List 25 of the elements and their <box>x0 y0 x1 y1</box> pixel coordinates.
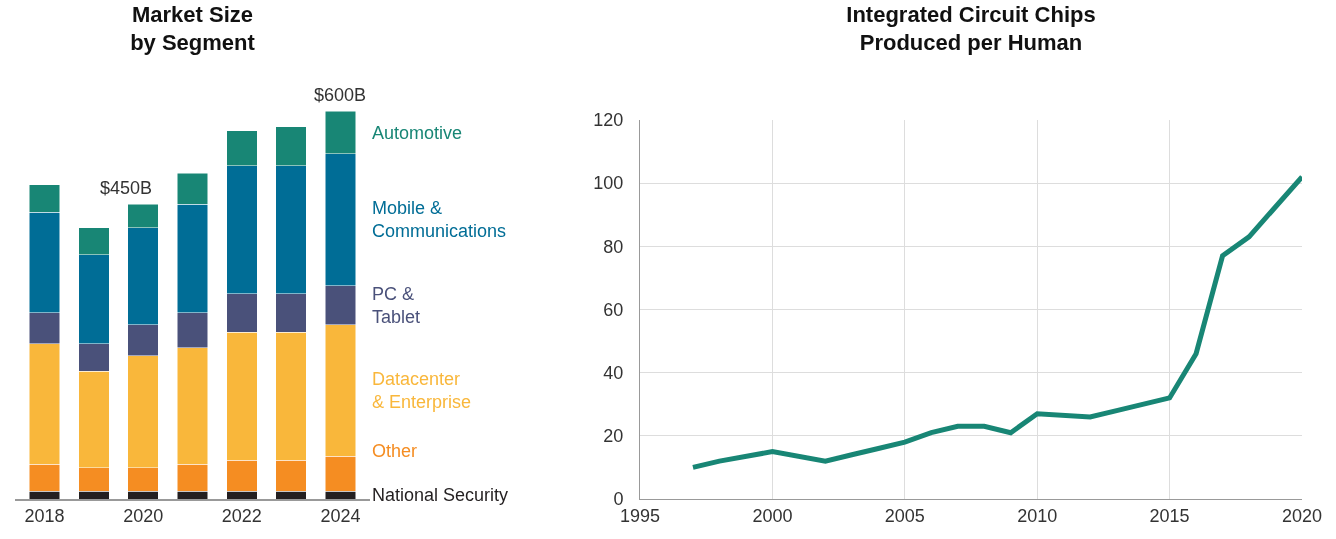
x-tick-label: 2015 <box>1149 505 1190 526</box>
series-label: Datacenter & Enterprise <box>372 369 472 413</box>
annotation: $600B <box>314 85 367 105</box>
x-tick-label: 2010 <box>1017 505 1058 526</box>
series-label: Other <box>372 441 418 461</box>
x-tick-label: 2020 <box>1281 505 1323 526</box>
x-tick-label: 2024 <box>320 506 361 527</box>
series-label: Mobile & Communications <box>372 198 507 242</box>
y-tick-label: 20 <box>603 426 624 447</box>
y-tick-label: 40 <box>603 362 624 383</box>
y-tick-label: 80 <box>603 236 624 257</box>
x-tick-label: 2000 <box>752 505 793 526</box>
x-tick-label: 2005 <box>884 505 925 526</box>
x-tick-label: 2018 <box>24 506 65 527</box>
series-label: Automotive <box>372 123 463 143</box>
y-tick-label: 120 <box>593 110 624 131</box>
annotation: $450B <box>100 178 153 198</box>
y-tick-label: 60 <box>603 299 624 320</box>
x-tick-label: 2022 <box>221 506 262 527</box>
series-label: PC & Tablet <box>372 284 421 328</box>
chart-title: Market Size by Segment <box>130 1 256 56</box>
x-tick-label: 2020 <box>123 506 164 527</box>
y-tick-label: 100 <box>593 173 624 194</box>
chart-title: Integrated Circuit Chips Produced per Human <box>846 1 1096 56</box>
series-label: National Security <box>372 485 509 505</box>
